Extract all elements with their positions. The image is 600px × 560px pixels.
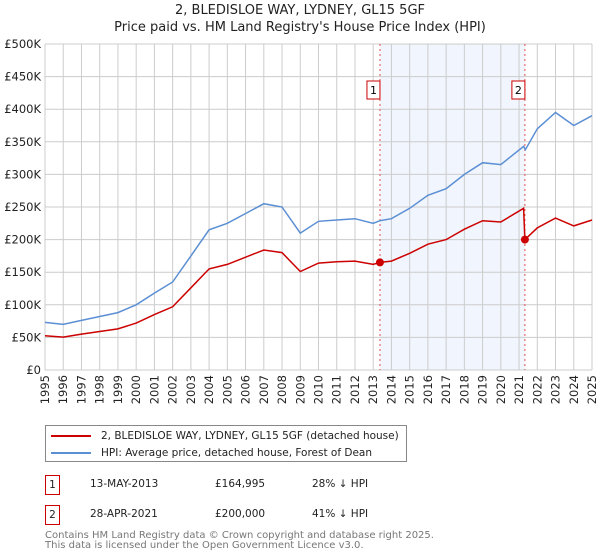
x-tick-label: 2003 [184,375,198,404]
transaction-hpi: 28% ↓ HPI [312,478,369,490]
x-tick-label: 1996 [56,375,70,404]
footer-copyright: Contains HM Land Registry data © Crown c… [45,530,434,541]
transaction-row: 1 13-MAY-2013 £164,995 28% ↓ HPI [45,475,445,495]
y-tick-label: £200K [4,233,41,247]
x-tick-label: 2019 [476,375,490,404]
marker-badge: 2 [45,505,60,525]
footer: Contains HM Land Registry data © Crown c… [45,531,434,551]
x-tick-label: 2017 [439,375,453,404]
x-tick-label: 2004 [202,375,216,404]
x-tick-label: 2021 [512,375,526,404]
transaction-date: 13-MAY-2013 [90,478,159,490]
x-tick-label: 1995 [38,375,52,404]
y-tick-label: £400K [4,102,41,116]
x-tick-label: 2020 [494,375,508,404]
legend-label: HPI: Average price, detached house, Fore… [101,447,373,459]
y-tick-label: £300K [4,167,41,181]
x-tick-label: 2008 [275,375,289,404]
y-tick-label: £150K [4,265,41,279]
chart-subtitle: Price paid vs. HM Land Registry's House … [114,20,486,35]
transaction-hpi: 41% ↓ HPI [312,508,369,520]
y-tick-label: £50K [12,330,42,344]
sale-marker-badge [511,80,526,100]
y-tick-label: £350K [4,135,41,149]
sale-point [520,235,529,244]
series-line [44,111,593,326]
x-tick-label: 2016 [421,375,435,404]
x-tick-label: 2010 [312,375,326,404]
x-tick-label: 2013 [366,375,380,404]
y-tick-label: £0 [26,363,41,377]
chart-plot: £0 £50K £100K £150K £200K £250K £300K £350K £400… [4,37,599,404]
marker-badge: 1 [45,475,60,495]
legend-label: 2, BLEDISLOE WAY, LYDNEY, GL15 5GF (deta… [101,430,399,442]
x-tick-label: 2005 [220,375,234,404]
x-tick-label: 2001 [147,375,161,404]
x-tick-label: 2006 [239,375,253,404]
legend-item-hpi: HPI: Average price, detached house, Fore… [51,447,372,459]
x-tick-label: 2024 [567,375,581,404]
x-tick-label: 2011 [330,375,344,404]
x-tick-label: 1999 [111,375,125,404]
x-tick-label: 2000 [129,375,143,404]
footer-licence: This data is licensed under the Open Gov… [45,540,364,551]
sale-marker-label: 1 [370,84,377,97]
y-tick-label: £100K [4,298,41,312]
transaction-date: 28-APR-2021 [90,508,158,520]
x-tick-label: 1998 [93,375,107,404]
x-tick-label: 2009 [293,375,307,404]
x-tick-label: 2018 [457,375,471,404]
y-tick-label: £250K [4,200,41,214]
legend-swatch-blue [51,452,91,454]
legend-swatch-red [51,435,91,437]
x-tick-label: 2012 [348,375,362,404]
sale-point [375,258,384,267]
series-line [44,207,593,338]
legend: 2, BLEDISLOE WAY, LYDNEY, GL15 5GF (deta… [45,425,407,462]
chart-title: 2, BLEDISLOE WAY, LYDNEY, GL15 5GF [174,3,426,18]
legend-item-property: 2, BLEDISLOE WAY, LYDNEY, GL15 5GF (deta… [51,430,399,442]
transaction-price: £164,995 [215,478,266,490]
x-tick-label: 2002 [166,375,180,404]
x-tick-label: 2022 [530,375,544,404]
x-tick-label: 2025 [585,375,599,404]
transaction-price: £200,000 [215,508,266,520]
transaction-row: 2 28-APR-2021 £200,000 41% ↓ HPI [45,505,445,525]
x-tick-label: 2015 [403,375,417,404]
x-tick-label: 2007 [257,375,271,404]
x-tick-label: 2023 [549,375,563,404]
x-tick-label: 2014 [384,375,398,404]
sale-marker-label: 2 [515,84,522,97]
sale-marker-badge [366,80,381,100]
x-tick-label: 1997 [74,375,88,404]
y-tick-label: £500K [4,37,41,51]
y-tick-label: £450K [4,70,41,84]
